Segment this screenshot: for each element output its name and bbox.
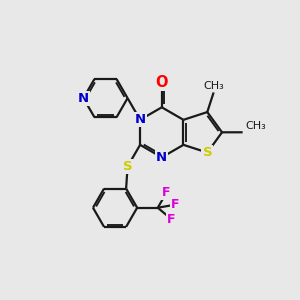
Text: O: O <box>155 75 168 90</box>
Text: S: S <box>123 160 132 173</box>
Text: CH₃: CH₃ <box>203 81 224 91</box>
Text: F: F <box>167 213 176 226</box>
Text: F: F <box>162 186 171 199</box>
Text: F: F <box>171 198 179 211</box>
Text: S: S <box>202 146 212 159</box>
Text: N: N <box>156 151 167 164</box>
Text: N: N <box>134 113 146 126</box>
Text: CH₃: CH₃ <box>246 121 266 131</box>
Text: N: N <box>78 92 89 105</box>
